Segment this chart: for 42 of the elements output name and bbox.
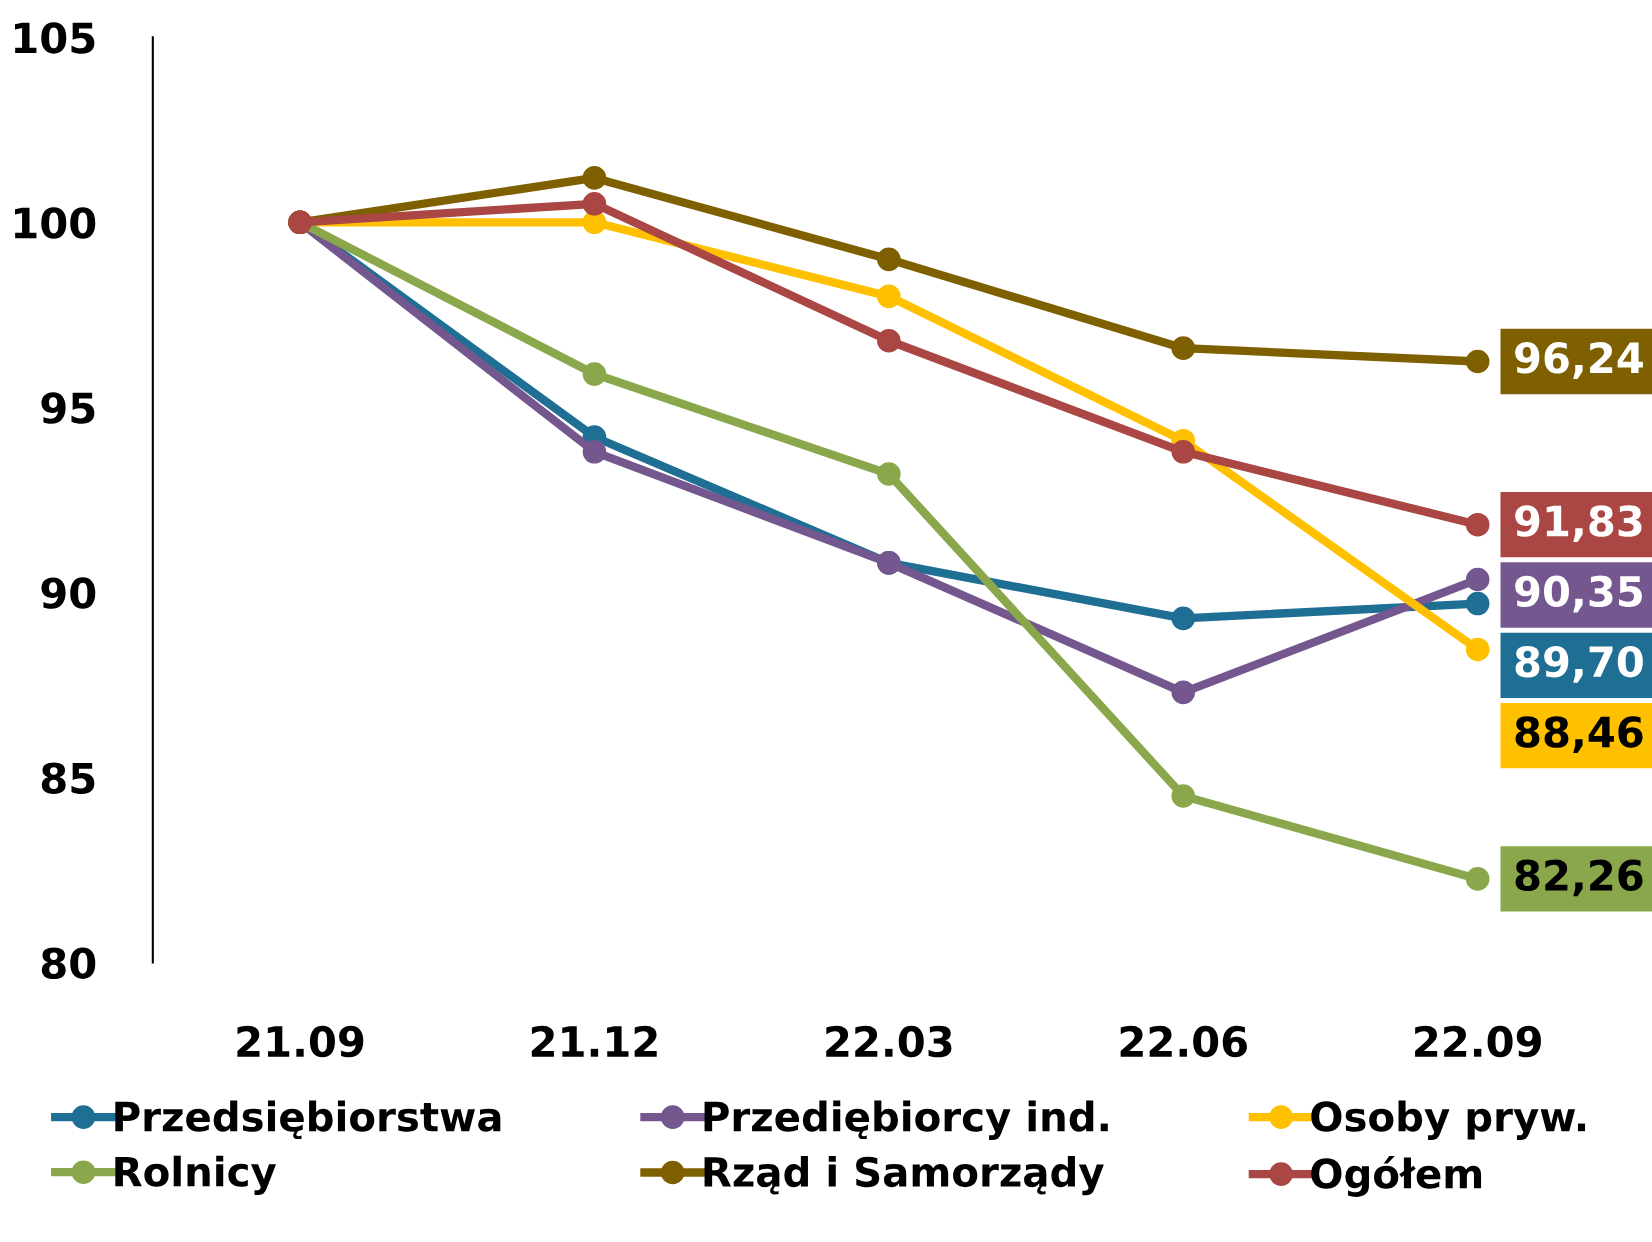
y-tick-label: 80 (41, 947, 96, 979)
point (582, 439, 607, 464)
legend-label: Przediębiorcy ind. (704, 1100, 1108, 1140)
point (1171, 439, 1196, 464)
point (582, 192, 607, 216)
x-tick-label: 21.09 (237, 1025, 364, 1058)
data-label: 91,83 (1515, 505, 1642, 543)
y-tick-label: 90 (41, 577, 96, 609)
point (582, 362, 607, 386)
point (1465, 349, 1490, 374)
point (877, 284, 901, 309)
point (1465, 567, 1490, 592)
data-label: 89,70 (1515, 645, 1643, 683)
legend-label: Osoby pryw. (1311, 1100, 1586, 1140)
legend-label: Rolnicy (115, 1155, 277, 1195)
x-tick-label: 22.09 (1415, 1025, 1541, 1058)
legend-label: Przedsiębiorstwa (115, 1100, 501, 1140)
x-tick-label: 22.03 (826, 1025, 952, 1058)
point (1171, 784, 1196, 808)
legend-label: Rząd i Samorządy (704, 1155, 1104, 1196)
point (1465, 637, 1490, 662)
y-tick-label: 85 (41, 762, 95, 794)
point (877, 247, 901, 272)
point (1465, 512, 1490, 537)
point (1171, 606, 1196, 631)
data-label: 88,46 (1515, 716, 1643, 754)
point (1171, 336, 1196, 360)
data-label: 90,35 (1515, 575, 1642, 613)
y-tick-label: 105 (14, 22, 95, 54)
legend-label: Ogółem (1311, 1155, 1482, 1197)
y-tick-label: 95 (41, 392, 95, 424)
x-tick-label: 22.06 (1120, 1025, 1247, 1058)
point (877, 462, 901, 486)
point (1171, 680, 1196, 705)
data-label: 82,26 (1515, 859, 1643, 897)
point (582, 166, 607, 190)
x-tick-label: 21.12 (531, 1025, 657, 1057)
data-label: 96,24 (1515, 342, 1643, 379)
point (877, 328, 901, 353)
y-tick-label: 100 (14, 207, 96, 239)
point (1465, 867, 1490, 891)
point (1465, 591, 1490, 616)
